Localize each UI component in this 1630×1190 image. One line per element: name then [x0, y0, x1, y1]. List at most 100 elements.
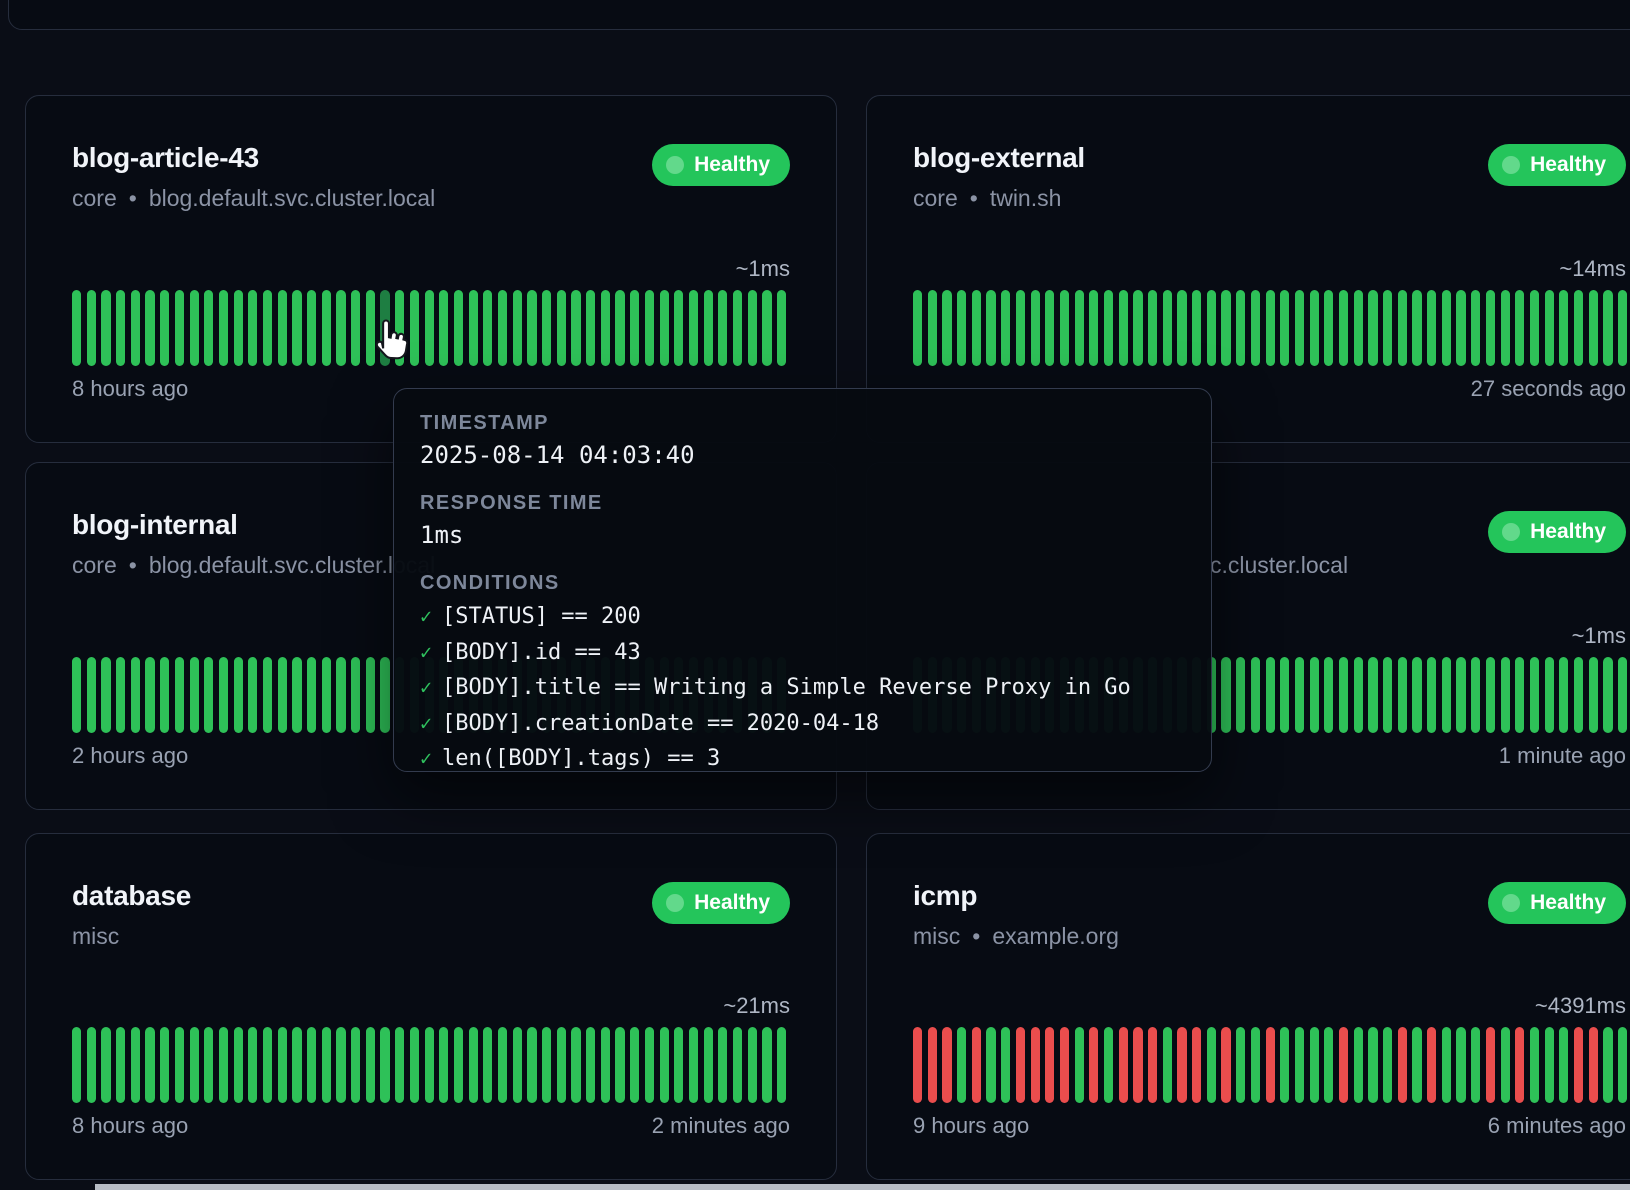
healthy-bar[interactable]	[674, 290, 683, 366]
healthy-bar[interactable]	[1383, 1027, 1392, 1103]
healthy-bar[interactable]	[1368, 657, 1377, 733]
healthy-bar[interactable]	[248, 657, 257, 733]
healthy-bar[interactable]	[913, 290, 922, 366]
healthy-bar[interactable]	[292, 657, 301, 733]
healthy-bar[interactable]	[1589, 657, 1598, 733]
healthy-bar[interactable]	[204, 1027, 213, 1103]
healthy-bar[interactable]	[1251, 290, 1260, 366]
healthy-bar[interactable]	[336, 657, 345, 733]
unhealthy-bar[interactable]	[1192, 1027, 1201, 1103]
healthy-bar[interactable]	[586, 290, 595, 366]
healthy-bar[interactable]	[366, 1027, 375, 1103]
healthy-bar[interactable]	[160, 657, 169, 733]
healthy-bar[interactable]	[1574, 290, 1583, 366]
healthy-bar[interactable]	[1192, 290, 1201, 366]
healthy-bar[interactable]	[351, 290, 360, 366]
healthy-bar[interactable]	[1398, 290, 1407, 366]
healthy-bar[interactable]	[72, 657, 81, 733]
healthy-bar[interactable]	[586, 1027, 595, 1103]
healthy-bar[interactable]	[116, 657, 125, 733]
unhealthy-bar[interactable]	[1427, 1027, 1436, 1103]
healthy-bar[interactable]	[1486, 657, 1495, 733]
healthy-bar[interactable]	[1545, 290, 1554, 366]
healthy-bar[interactable]	[1075, 290, 1084, 366]
healthy-bar[interactable]	[87, 1027, 96, 1103]
uptime-bars[interactable]	[72, 1027, 790, 1103]
healthy-bar[interactable]	[733, 1027, 742, 1103]
healthy-bar[interactable]	[1383, 290, 1392, 366]
unhealthy-bar[interactable]	[1119, 1027, 1128, 1103]
healthy-bar[interactable]	[1515, 657, 1524, 733]
healthy-bar[interactable]	[145, 290, 154, 366]
healthy-bar[interactable]	[175, 1027, 184, 1103]
healthy-bar[interactable]	[131, 657, 140, 733]
healthy-bar[interactable]	[1133, 290, 1142, 366]
healthy-bar[interactable]	[131, 1027, 140, 1103]
healthy-bar[interactable]	[175, 657, 184, 733]
unhealthy-bar[interactable]	[913, 1027, 922, 1103]
healthy-bar[interactable]	[307, 657, 316, 733]
healthy-bar[interactable]	[1398, 657, 1407, 733]
healthy-bar[interactable]	[1266, 290, 1275, 366]
unhealthy-bar[interactable]	[1177, 1027, 1186, 1103]
healthy-bar[interactable]	[1471, 1027, 1480, 1103]
healthy-bar[interactable]	[1501, 657, 1510, 733]
healthy-bar[interactable]	[733, 290, 742, 366]
healthy-bar[interactable]	[1412, 1027, 1421, 1103]
healthy-bar[interactable]	[1119, 290, 1128, 366]
unhealthy-bar[interactable]	[972, 1027, 981, 1103]
healthy-bar[interactable]	[1456, 290, 1465, 366]
healthy-bar[interactable]	[527, 290, 536, 366]
healthy-bar[interactable]	[131, 290, 140, 366]
healthy-bar[interactable]	[1545, 1027, 1554, 1103]
healthy-bar[interactable]	[1530, 290, 1539, 366]
healthy-bar[interactable]	[1045, 290, 1054, 366]
healthy-bar[interactable]	[1310, 657, 1319, 733]
healthy-bar[interactable]	[1368, 290, 1377, 366]
healthy-bar[interactable]	[1456, 1027, 1465, 1103]
healthy-bar[interactable]	[1574, 657, 1583, 733]
healthy-bar[interactable]	[1383, 657, 1392, 733]
healthy-bar[interactable]	[1310, 1027, 1319, 1103]
healthy-bar[interactable]	[527, 1027, 536, 1103]
healthy-bar[interactable]	[1501, 1027, 1510, 1103]
healthy-bar[interactable]	[1089, 290, 1098, 366]
healthy-bar[interactable]	[322, 290, 331, 366]
healthy-bar[interactable]	[986, 290, 995, 366]
healthy-bar[interactable]	[1603, 1027, 1612, 1103]
healthy-bar[interactable]	[160, 1027, 169, 1103]
unhealthy-bar[interactable]	[942, 1027, 951, 1103]
healthy-bar[interactable]	[278, 1027, 287, 1103]
healthy-bar[interactable]	[513, 290, 522, 366]
healthy-bar[interactable]	[928, 290, 937, 366]
healthy-bar[interactable]	[1603, 657, 1612, 733]
healthy-bar[interactable]	[263, 657, 272, 733]
healthy-bar[interactable]	[1236, 657, 1245, 733]
healthy-bar[interactable]	[498, 1027, 507, 1103]
healthy-bar[interactable]	[1324, 657, 1333, 733]
healthy-bar[interactable]	[1324, 290, 1333, 366]
healthy-bar[interactable]	[957, 1027, 966, 1103]
healthy-bar[interactable]	[380, 1027, 389, 1103]
healthy-bar[interactable]	[1530, 657, 1539, 733]
unhealthy-bar[interactable]	[1398, 1027, 1407, 1103]
healthy-bar[interactable]	[1368, 1027, 1377, 1103]
healthy-bar[interactable]	[1339, 657, 1348, 733]
healthy-bar[interactable]	[1310, 290, 1319, 366]
healthy-bar[interactable]	[1427, 657, 1436, 733]
healthy-bar[interactable]	[204, 290, 213, 366]
healthy-bar[interactable]	[234, 290, 243, 366]
healthy-bar[interactable]	[1559, 1027, 1568, 1103]
healthy-bar[interactable]	[307, 290, 316, 366]
unhealthy-bar[interactable]	[1574, 1027, 1583, 1103]
healthy-bar[interactable]	[1354, 657, 1363, 733]
healthy-bar[interactable]	[1001, 290, 1010, 366]
healthy-bar[interactable]	[513, 1027, 522, 1103]
unhealthy-bar[interactable]	[1016, 1027, 1025, 1103]
healthy-bar[interactable]	[1471, 657, 1480, 733]
healthy-bar[interactable]	[1280, 290, 1289, 366]
healthy-bar[interactable]	[1031, 290, 1040, 366]
healthy-bar[interactable]	[777, 1027, 786, 1103]
healthy-bar[interactable]	[1104, 290, 1113, 366]
healthy-bar[interactable]	[1148, 290, 1157, 366]
